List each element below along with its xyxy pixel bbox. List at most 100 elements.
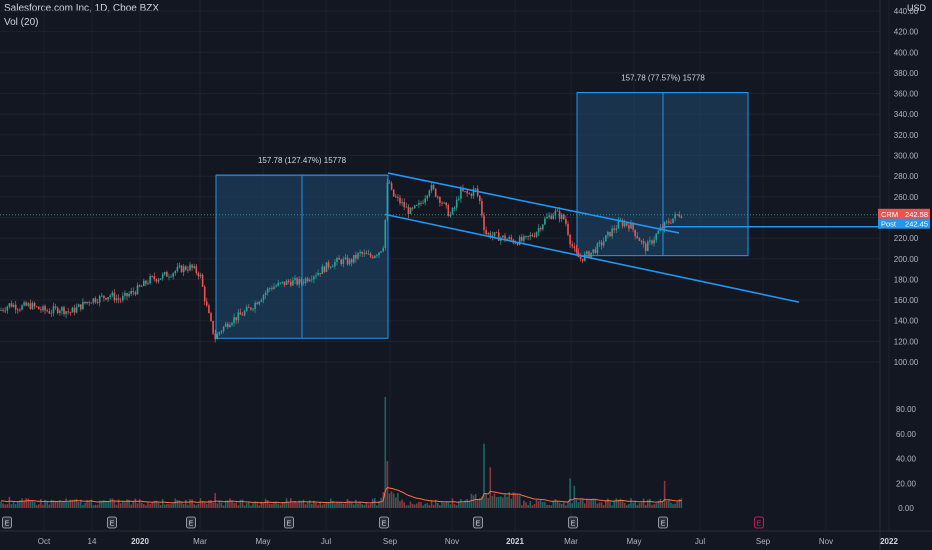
volume-bar xyxy=(512,492,515,508)
candle-body xyxy=(21,305,23,310)
candle-body xyxy=(63,307,65,315)
candle-body xyxy=(193,266,195,268)
candle-body xyxy=(539,228,542,230)
candle-body xyxy=(277,282,279,286)
volume-bar xyxy=(61,501,63,508)
candle-body xyxy=(170,276,172,278)
candle-body xyxy=(254,302,256,309)
volume-bar xyxy=(281,502,284,508)
candle-body xyxy=(149,276,151,284)
candle-body xyxy=(86,301,88,304)
candle-body xyxy=(525,236,527,237)
candle-body xyxy=(636,236,639,239)
volume-bar xyxy=(468,501,471,508)
volume-bar xyxy=(508,492,510,508)
candle-body xyxy=(124,292,126,296)
candle-body xyxy=(208,305,210,314)
volume-bar xyxy=(445,501,447,508)
earnings-marker[interactable]: E xyxy=(754,516,764,529)
candle-body xyxy=(298,279,300,285)
volume-bar xyxy=(560,503,563,508)
earnings-marker[interactable]: E xyxy=(379,516,389,529)
volume-bar xyxy=(195,505,198,508)
header-volume-indicator[interactable]: Vol (20) xyxy=(4,17,39,28)
price-axis[interactable]: 100.00 120.00 140.00 160.00 180.00 200.00 220.… xyxy=(879,0,919,550)
volume-bar xyxy=(264,498,267,508)
volume-bar xyxy=(657,500,660,508)
volume-bar xyxy=(678,499,681,508)
volume-bar xyxy=(537,501,540,508)
candle-body xyxy=(248,306,250,308)
earnings-marker[interactable]: E xyxy=(568,516,578,529)
candle-body xyxy=(374,255,376,258)
candle-body xyxy=(665,221,668,223)
candle-body xyxy=(357,253,359,259)
candle-body xyxy=(128,293,130,297)
earnings-marker[interactable]: E xyxy=(107,516,117,529)
candle-body xyxy=(105,297,107,300)
volume-bar xyxy=(422,505,424,508)
candle-body xyxy=(290,281,292,286)
candle-body xyxy=(451,207,454,215)
volume-axis[interactable]: 0.00 20.00 40.00 60.00 80.00 xyxy=(896,405,917,513)
earnings-marker[interactable]: E xyxy=(186,516,196,529)
earnings-marker[interactable]: E xyxy=(2,516,12,529)
volume-bar xyxy=(260,501,263,508)
volume-bar xyxy=(271,504,273,508)
volume-bar xyxy=(659,498,662,508)
volume-bar xyxy=(84,502,86,508)
candle-body xyxy=(279,282,282,284)
volume-bar xyxy=(636,504,639,508)
earnings-marker[interactable]: E xyxy=(284,516,294,529)
volume-bar xyxy=(357,503,359,508)
candle-body xyxy=(302,282,305,284)
volume-bar xyxy=(252,503,254,508)
candle-body xyxy=(61,307,63,311)
volume-bar xyxy=(25,498,27,508)
volume-bar xyxy=(489,467,492,508)
volume-bar xyxy=(539,499,542,508)
candle-body xyxy=(445,202,447,206)
volume-bar xyxy=(500,496,502,508)
volume-bar xyxy=(502,497,504,508)
candle-body xyxy=(203,286,206,302)
volume-bar xyxy=(174,498,177,508)
header-symbol[interactable]: Salesforce.com Inc, 1D, Cboe BZX xyxy=(4,3,160,14)
volume-bar xyxy=(308,500,311,508)
volume-bar xyxy=(185,499,187,508)
candle-body xyxy=(77,304,80,308)
candle-body xyxy=(138,285,141,287)
volume-bar xyxy=(371,498,374,508)
candle-body xyxy=(119,299,122,301)
volume-bar xyxy=(159,504,162,508)
candle-body xyxy=(151,276,153,277)
volume-bar xyxy=(182,504,185,508)
volume-bar xyxy=(38,504,40,508)
candle-body xyxy=(422,202,424,204)
time-axis[interactable]: Oct 14 2020 Mar May Jul Sep Nov 2021 Mar May Jul Sep… xyxy=(0,530,932,546)
volume-bar xyxy=(668,499,670,508)
volume-bar xyxy=(334,503,336,508)
candle-body xyxy=(245,306,248,312)
earnings-marker[interactable]: E xyxy=(473,516,483,529)
drawing-lines[interactable] xyxy=(0,172,880,303)
candle-body xyxy=(514,242,517,244)
candle-body xyxy=(605,235,607,242)
candle-body xyxy=(168,276,170,278)
volume-bar xyxy=(388,493,391,508)
volume-bar xyxy=(109,498,111,508)
volume-bar xyxy=(441,501,443,508)
candle-body xyxy=(487,232,489,235)
volume-bar xyxy=(378,501,380,508)
candle-body xyxy=(521,236,523,241)
candle-body xyxy=(663,222,666,229)
candle-body xyxy=(466,191,468,194)
earnings-marker[interactable]: E xyxy=(658,516,668,529)
volume-bar xyxy=(216,503,219,508)
candle-body xyxy=(552,215,555,219)
candle-body xyxy=(397,197,399,198)
volume-bar xyxy=(355,499,357,508)
candle-body xyxy=(90,302,93,304)
